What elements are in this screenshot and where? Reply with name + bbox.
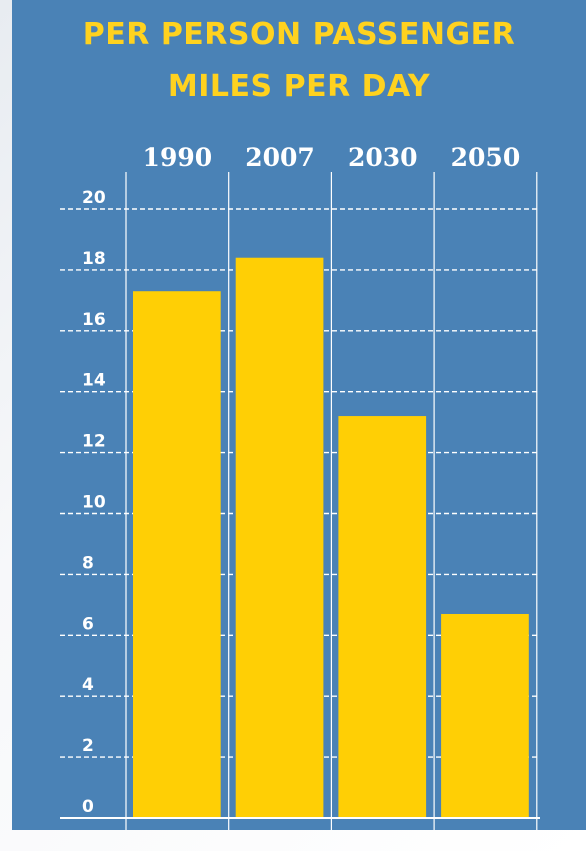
chart-panel: PER PERSON PASSENGER MILES PER DAY 0 2 4 6 8… <box>12 0 586 830</box>
category-label-2007: 2007 <box>245 143 315 172</box>
y-tick-label-18: 18 <box>82 249 106 269</box>
y-tick-label-20: 20 <box>82 188 106 208</box>
y-tick-label-8: 8 <box>82 553 94 573</box>
bar-chart: PER PERSON PASSENGER MILES PER DAY 0 2 4 6 8… <box>12 0 586 830</box>
plot-area: 0 2 4 6 8 10 12 14 16 18 20 1990 2007 2030 2050 <box>60 143 540 830</box>
y-tick-label-6: 6 <box>82 614 94 634</box>
category-label-1990: 1990 <box>143 143 213 172</box>
y-tick-label-4: 4 <box>82 675 94 695</box>
bar-2030 <box>338 416 427 818</box>
y-tick-label-16: 16 <box>82 310 106 330</box>
category-label-2050: 2050 <box>451 143 521 172</box>
chart-title-line-1: PER PERSON PASSENGER <box>83 17 515 52</box>
chart-title-line-2: MILES PER DAY <box>168 69 431 104</box>
y-tick-label-12: 12 <box>82 432 106 452</box>
category-label-2030: 2030 <box>348 143 418 172</box>
y-tick-label-14: 14 <box>82 371 106 391</box>
y-tick-label-0: 0 <box>82 797 94 817</box>
bar-2007 <box>235 257 324 819</box>
bar-2050 <box>441 613 529 818</box>
y-tick-label-2: 2 <box>82 736 94 756</box>
bar-1990 <box>133 291 221 819</box>
y-tick-label-10: 10 <box>82 493 106 513</box>
